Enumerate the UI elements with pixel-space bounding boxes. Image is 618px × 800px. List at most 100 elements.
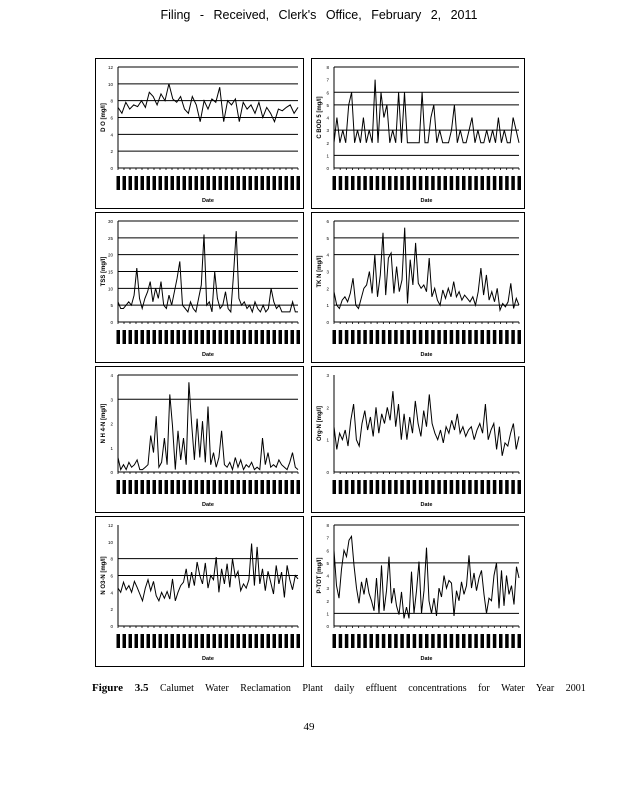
x-tick-label (236, 634, 240, 648)
x-axis-label: Date (421, 198, 433, 204)
x-tick-label (266, 330, 270, 344)
x-tick-label (468, 480, 472, 494)
x-tick-label (134, 176, 138, 190)
x-tick-label (425, 176, 429, 190)
x-tick-label (128, 634, 132, 648)
x-tick-label (116, 176, 120, 190)
x-tick-label (511, 330, 515, 344)
x-tick-label (394, 176, 398, 190)
x-tick-label (388, 634, 392, 648)
x-tick-label (236, 330, 240, 344)
x-tick-label (517, 330, 521, 344)
y-tick-label: 12 (108, 65, 114, 70)
x-tick-label (266, 176, 270, 190)
x-tick-label (474, 634, 478, 648)
x-tick-label (296, 634, 300, 648)
x-tick-label (260, 634, 264, 648)
x-tick-label (266, 634, 270, 648)
y-tick-label: 10 (108, 82, 114, 87)
x-tick-label (290, 176, 294, 190)
y-tick-label: 5 (110, 303, 113, 308)
y-tick-label: 8 (110, 99, 113, 104)
y-tick-label: 8 (326, 523, 329, 528)
x-tick-label (505, 634, 509, 648)
x-tick-label (394, 330, 398, 344)
y-tick-label: 8 (326, 65, 329, 70)
x-tick-label (394, 480, 398, 494)
x-tick-label (381, 480, 386, 494)
x-tick-label (242, 634, 246, 648)
x-tick-label (230, 634, 234, 648)
y-tick-label: 30 (108, 219, 114, 224)
x-tick-label (388, 330, 392, 344)
x-tick-label (468, 176, 472, 190)
y-tick-label: 15 (108, 270, 114, 275)
x-tick-label (128, 330, 132, 344)
x-tick-label (437, 176, 441, 190)
x-tick-label (158, 634, 162, 648)
chart-svg: 0 1 2 3 4 5 6 7 8 C BOD 5 [mg/l] Date (317, 65, 521, 204)
x-tick-label (375, 330, 380, 344)
x-tick-label (212, 176, 216, 190)
y-tick-label: 3 (326, 586, 329, 591)
x-tick-label (194, 330, 198, 344)
x-tick-label (272, 176, 276, 190)
y-tick-label: 5 (326, 236, 329, 241)
x-tick-label (224, 480, 228, 494)
x-tick-label (182, 480, 186, 494)
x-tick-label (499, 634, 503, 648)
x-tick-label (290, 634, 294, 648)
y-tick-label: 6 (326, 90, 329, 95)
y-tick-label: 10 (108, 540, 114, 545)
y-tick-label: 4 (110, 373, 113, 378)
x-tick-label (480, 634, 484, 648)
x-tick-label (164, 634, 168, 648)
x-tick-label (511, 480, 515, 494)
x-tick-label (146, 634, 150, 648)
x-tick-label (480, 176, 484, 190)
x-tick-label (212, 330, 216, 344)
x-tick-label (406, 176, 410, 190)
x-tick-label (278, 634, 282, 648)
x-tick-label (480, 480, 484, 494)
x-tick-label (254, 330, 258, 344)
x-tick-label (369, 480, 373, 494)
x-tick-label (468, 330, 472, 344)
y-tick-label: 6 (326, 219, 329, 224)
x-tick-label (206, 330, 210, 344)
x-tick-label (443, 330, 447, 344)
data-line (333, 391, 520, 456)
x-tick-label (188, 330, 192, 344)
x-tick-label (176, 634, 180, 648)
x-tick-label (170, 176, 174, 190)
y-tick-label: 0 (110, 624, 113, 629)
x-tick-label (412, 480, 417, 494)
chart-svg: 0 1 2 3 Org-N [mg/l] Date (317, 373, 521, 508)
x-tick-label (443, 634, 447, 648)
x-tick-label (425, 634, 429, 648)
y-axis-label: Org-N [mg/l] (317, 406, 323, 441)
x-tick-label (375, 634, 380, 648)
x-tick-label (152, 480, 156, 494)
x-tick-label (278, 480, 282, 494)
x-tick-label (363, 330, 367, 344)
x-tick-label (517, 480, 521, 494)
x-tick-label (182, 330, 186, 344)
y-tick-label: 5 (326, 103, 329, 108)
x-tick-label (357, 176, 361, 190)
x-tick-label (128, 480, 132, 494)
x-axis-label: Date (421, 656, 433, 662)
y-tick-label: 4 (326, 253, 329, 258)
y-tick-label: 6 (110, 116, 113, 121)
y-tick-label: 1 (326, 153, 329, 158)
x-tick-label (248, 176, 252, 190)
x-tick-label (332, 330, 336, 344)
y-axis-label: TK N [mg/l] (317, 256, 323, 288)
x-tick-label (140, 634, 144, 648)
x-tick-label (474, 330, 478, 344)
x-tick-label (486, 634, 491, 648)
x-tick-label (455, 176, 460, 190)
x-tick-label (254, 480, 258, 494)
x-tick-label (363, 176, 367, 190)
